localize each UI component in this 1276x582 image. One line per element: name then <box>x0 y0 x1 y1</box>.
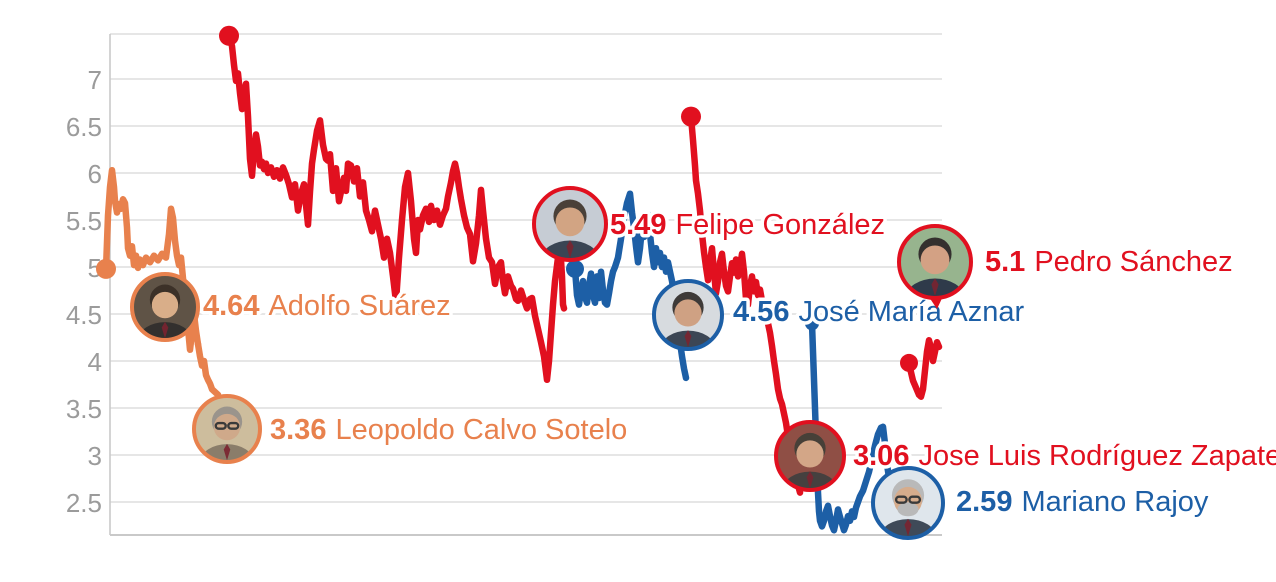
pm-label-gonzalez: 5.49 Felipe González <box>610 209 885 241</box>
line-rajoy[interactable] <box>808 320 901 534</box>
photo-placeholder <box>777 423 843 489</box>
y-tick-label: 7 <box>88 65 102 95</box>
photo-border <box>774 420 846 492</box>
pm-photo-gonzalez[interactable] <box>532 186 608 278</box>
y-tick-label: 2.5 <box>66 488 102 518</box>
line-zapatero[interactable] <box>687 113 804 496</box>
y-tick-label: 5.5 <box>66 206 102 236</box>
start-dot-zapatero <box>681 106 701 127</box>
start-dot-gonzalez <box>219 25 239 46</box>
pm-photo-rajoy[interactable] <box>871 466 945 556</box>
photo-placeholder <box>655 282 721 348</box>
chart-canvas: 7 6.5 6 5.5 5 4.5 4 3.5 3 2.5 4.64 Adolfo Suárez 3.3… <box>66 25 1276 556</box>
pm-label-calvo-sotelo: 3.36 Leopoldo Calvo Sotelo <box>270 414 627 446</box>
series-layer <box>96 25 943 534</box>
photo-placeholder <box>195 397 259 461</box>
photo-border <box>652 279 724 351</box>
y-tick-label: 4 <box>88 347 102 377</box>
pm-label-zapatero: 3.06 Jose Luis Rodríguez Zapatero <box>853 440 1276 472</box>
start-dot-aznar <box>566 259 584 278</box>
line-sanchez[interactable] <box>905 337 943 400</box>
photo-border <box>871 466 945 540</box>
pm-photo-sanchez[interactable] <box>897 224 973 316</box>
photo-layer <box>130 186 973 556</box>
pm-label-aznar: 4.56 José María Aznar <box>733 296 1024 328</box>
pm-photo-suarez[interactable] <box>130 272 200 357</box>
photo-placeholder <box>900 227 970 297</box>
approval-ratings-chart: 7 6.5 6 5.5 5 4.5 4 3.5 3 2.5 4.64 Adolfo Suárez 3.3… <box>40 16 1276 566</box>
photo-border <box>192 394 262 464</box>
line-calvo-sotelo[interactable] <box>194 340 222 399</box>
y-tick-label: 3 <box>88 441 102 471</box>
photo-border <box>130 272 200 342</box>
photo-placeholder <box>133 275 197 339</box>
photo-border <box>897 224 973 300</box>
label-layer: 4.64 Adolfo Suárez 3.36 Leopoldo Calvo Sote… <box>200 206 1276 522</box>
line-gonzalez[interactable] <box>225 32 568 384</box>
pm-photo-calvo-sotelo[interactable] <box>192 394 262 479</box>
pm-photo-aznar[interactable] <box>652 279 724 366</box>
grid-layer: 7 6.5 6 5.5 5 4.5 4 3.5 3 2.5 <box>66 33 942 536</box>
y-tick-label: 3.5 <box>66 394 102 424</box>
line-aznar[interactable] <box>571 190 690 382</box>
start-dot-rajoy <box>805 316 819 331</box>
y-tick-label: 4.5 <box>66 300 102 330</box>
y-tick-label: 6 <box>88 159 102 189</box>
photo-placeholder <box>874 469 942 537</box>
y-tick-label: 6.5 <box>66 112 102 142</box>
start-dot-suarez <box>96 258 116 279</box>
photo-border <box>532 186 608 262</box>
pm-label-sanchez: 5.1 Pedro Sánchez <box>985 246 1233 278</box>
start-dot-sanchez <box>900 353 918 372</box>
pm-label-rajoy: 2.59 Mariano Rajoy <box>956 486 1209 518</box>
photo-placeholder <box>535 189 605 259</box>
pm-label-suarez: 4.64 Adolfo Suárez <box>203 290 451 322</box>
pm-photo-zapatero[interactable] <box>774 420 846 507</box>
y-tick-label: 5 <box>88 253 102 283</box>
